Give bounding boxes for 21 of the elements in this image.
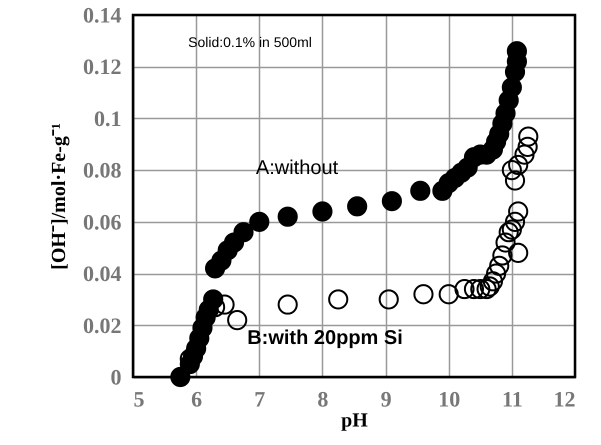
x-tick-label: 7	[254, 386, 266, 412]
x-axis-title: pH	[341, 410, 368, 432]
y-tick-label: 0.06	[83, 209, 122, 234]
x-tick-label: 8	[317, 386, 328, 412]
y-tick-label: 0.1	[94, 106, 122, 131]
x-tick-label: 10	[438, 386, 460, 412]
y-tick-label: 0.14	[83, 2, 122, 28]
x-tick-label: 12	[554, 386, 576, 412]
y-axis-title: [OH⁻]/mol·Fe-g⁻¹	[48, 123, 70, 270]
y-tick-label: 0.04	[83, 261, 122, 286]
series-label: A:without	[256, 157, 339, 179]
x-tick-label: 11	[502, 386, 523, 412]
series-label: B:with 20ppm Si	[247, 327, 403, 349]
y-tick-label: 0.08	[83, 158, 122, 183]
y-tick-label: 0	[110, 364, 122, 390]
y-tick-label: 0.02	[83, 312, 122, 338]
x-tick-label: 9	[380, 386, 392, 412]
annotation: Solid:0.1% in 500ml	[188, 34, 312, 50]
y-tick-label: 0.12	[83, 54, 122, 80]
x-tick-label: 6	[191, 386, 202, 412]
x-tick-label: 5	[134, 386, 144, 412]
